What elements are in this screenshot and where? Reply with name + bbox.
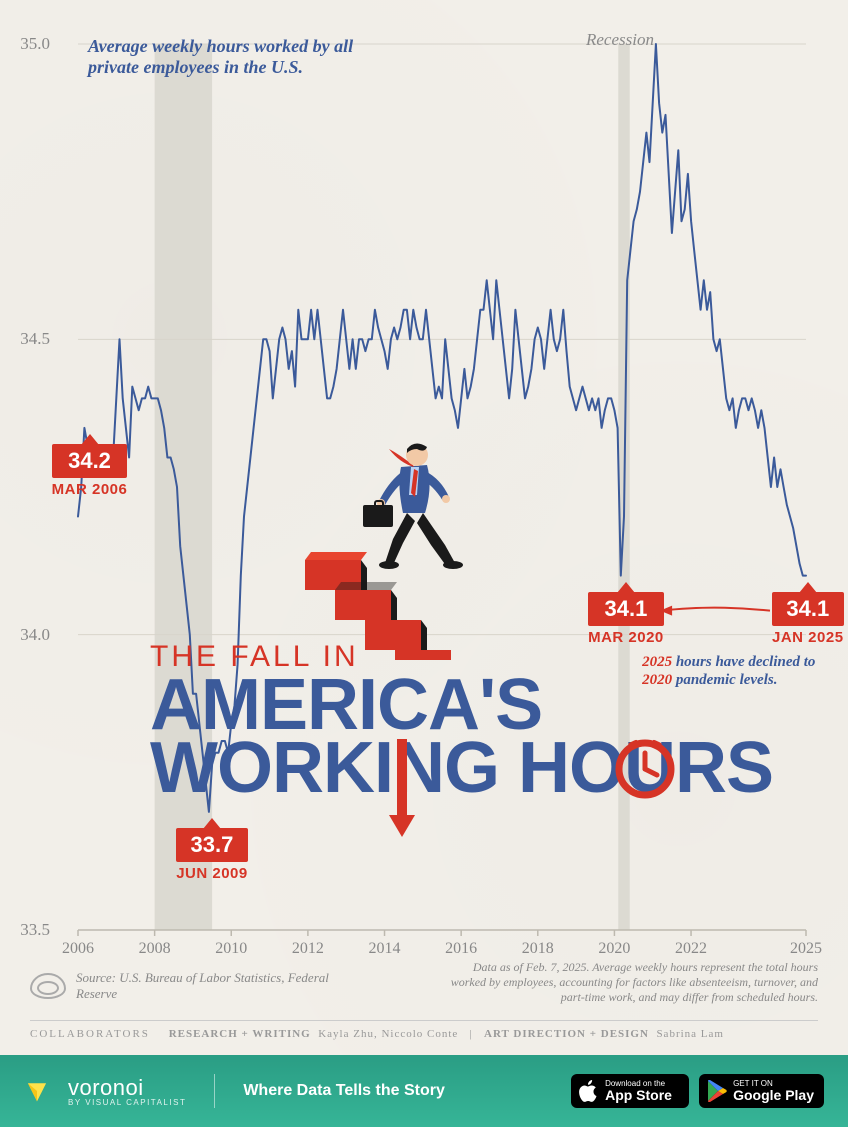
app-store-button[interactable]: Download on the App Store — [571, 1074, 689, 1108]
y-tick-label: 34.5 — [6, 329, 50, 349]
callout-date: JAN 2025 — [772, 629, 844, 646]
brand-subtitle: BY VISUAL CAPITALIST — [68, 1098, 186, 1107]
x-tick-label: 2022 — [675, 940, 707, 958]
x-tick-label: 2014 — [369, 940, 401, 958]
footer-divider — [214, 1074, 215, 1108]
callout-jan-2025: 34.1 JAN 2025 — [772, 582, 844, 646]
chart-subtitle: Average weekly hours worked by all priva… — [88, 36, 368, 77]
source-icon — [30, 973, 66, 999]
main-title: THE FALL IN AMERICA'S WORKING HOURS — [150, 640, 773, 799]
callout-arrow-icon — [799, 582, 817, 593]
callout-date: JUN 2009 — [176, 865, 248, 882]
stairs-illustration — [305, 440, 535, 660]
collaborators-line: COLLABORATORS RESEARCH + WRITING Kayla Z… — [30, 1028, 724, 1040]
footer-bar: voronoi BY VISUAL CAPITALIST Where Data … — [0, 1055, 848, 1127]
store-buttons: Download on the App Store GET IT ON Goog… — [571, 1074, 824, 1108]
callout-value: 33.7 — [176, 828, 248, 862]
callout-value: 34.2 — [52, 444, 128, 478]
appstore-big: App Store — [605, 1088, 672, 1102]
callout-value: 34.1 — [588, 592, 664, 626]
data-note: Data as of Feb. 7, 2025. Average weekly … — [438, 960, 818, 1005]
x-tick-label: 2006 — [62, 940, 94, 958]
callout-value: 34.1 — [772, 592, 844, 626]
recession-label: Recession — [586, 30, 654, 50]
y-tick-label: 34.0 — [6, 625, 50, 645]
source-block: Source: U.S. Bureau of Labor Statistics,… — [30, 970, 336, 1002]
google-play-button[interactable]: GET IT ON Google Play — [699, 1074, 824, 1108]
play-big: Google Play — [733, 1088, 814, 1102]
divider-rule — [30, 1020, 818, 1021]
x-tick-label: 2010 — [215, 940, 247, 958]
x-tick-label: 2012 — [292, 940, 324, 958]
footer-tagline: Where Data Tells the Story — [243, 1082, 445, 1100]
apple-icon — [579, 1079, 599, 1103]
callout-mar-2006: 34.2 MAR 2006 — [52, 434, 128, 498]
callout-mar-2020: 34.1MAR 2020 — [588, 582, 664, 646]
x-tick-label: 2020 — [598, 940, 630, 958]
down-arrow-icon — [387, 739, 417, 839]
callout-arrow-icon — [617, 582, 635, 593]
title-line-2: WORKING HOURS — [150, 737, 773, 800]
brand-block: voronoi BY VISUAL CAPITALIST — [68, 1075, 186, 1107]
x-tick-label: 2018 — [522, 940, 554, 958]
voronoi-logo-icon — [24, 1078, 50, 1104]
x-tick-label: 2025 — [790, 940, 822, 958]
x-tick-label: 2008 — [139, 940, 171, 958]
source-text: Source: U.S. Bureau of Labor Statistics,… — [76, 970, 336, 1002]
google-play-icon — [707, 1080, 727, 1102]
clock-icon — [615, 739, 675, 799]
callout-date: MAR 2006 — [52, 481, 128, 498]
y-tick-label: 33.5 — [6, 920, 50, 940]
x-tick-label: 2016 — [445, 940, 477, 958]
y-tick-label: 35.0 — [6, 34, 50, 54]
callout-jun-2009: 33.7 JUN 2009 — [176, 818, 248, 882]
